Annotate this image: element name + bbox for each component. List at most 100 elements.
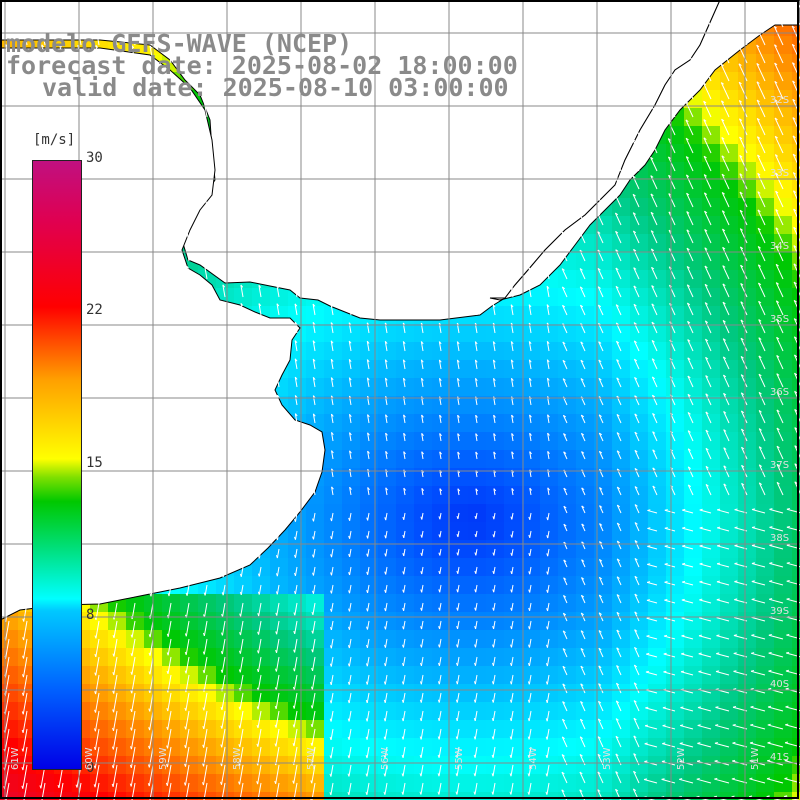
wind-arrow-head — [615, 230, 619, 234]
wind-arrow — [294, 395, 298, 406]
wind-arrow-head — [786, 508, 790, 510]
wind-arrow-head — [294, 554, 296, 558]
wind-arrow-head — [647, 545, 651, 547]
wind-arrow-head — [457, 451, 461, 455]
wind-arrow — [438, 212, 442, 226]
wind-arrow-head — [240, 430, 244, 434]
wind-arrow-head — [402, 120, 405, 124]
wind-arrow — [329, 83, 334, 100]
wind-arrow — [438, 231, 442, 244]
wind-arrow-head — [723, 465, 727, 468]
wind-arrow — [631, 120, 640, 136]
wind-speed-cell — [486, 504, 505, 523]
wind-speed-cell — [396, 378, 415, 397]
wind-speed-cell — [792, 522, 800, 541]
wind-arrow-head — [348, 285, 352, 289]
wind-arrow — [131, 82, 136, 100]
wind-arrow — [633, 304, 640, 316]
wind-speed-cell — [522, 774, 541, 793]
wind-arrow — [631, 65, 640, 82]
wind-speed-cell — [198, 630, 217, 649]
wind-arrow — [95, 63, 100, 82]
wind-arrow — [438, 304, 442, 316]
wind-arrow-head — [456, 267, 460, 271]
wind-arrow-head — [222, 430, 226, 434]
wind-speed-cell — [756, 504, 775, 523]
wind-arrow-head — [510, 534, 513, 538]
wind-speed-cell — [612, 396, 631, 415]
wind-speed-cell — [630, 504, 649, 523]
wind-speed-cell — [666, 522, 685, 541]
wind-arrow-head — [720, 63, 724, 67]
wind-arrow — [384, 194, 388, 208]
wind-speed-cell — [18, 792, 37, 800]
wind-arrow-head — [257, 64, 261, 68]
wind-arrow-head — [649, 10, 653, 13]
wind-arrow-head — [203, 556, 206, 560]
wind-speed-cell — [684, 774, 703, 793]
wind-speed-cell — [720, 504, 739, 523]
wind-speed-cell — [414, 450, 433, 469]
wind-arrow — [716, 545, 730, 550]
wind-speed-cell — [576, 504, 595, 523]
wind-speed-cell — [756, 54, 775, 73]
wind-arrow — [758, 301, 766, 316]
wind-speed-cell — [486, 774, 505, 793]
wind-arrow — [562, 305, 568, 316]
wind-arrow — [527, 65, 532, 82]
wind-arrow-head — [578, 102, 582, 106]
wind-speed-cell — [756, 432, 775, 451]
wind-speed-cell — [342, 432, 361, 451]
wind-speed-cell — [270, 558, 289, 577]
wind-arrow-head — [239, 46, 243, 50]
wind-arrow — [650, 230, 658, 244]
wind-arrow-head — [664, 545, 668, 547]
wind-arrow — [349, 512, 352, 521]
wind-speed-cell — [396, 666, 415, 685]
wind-arrow-head — [348, 359, 352, 363]
wind-arrow — [275, 120, 280, 136]
wind-arrow — [384, 138, 388, 154]
wind-arrow — [240, 358, 244, 370]
wind-arrow-head — [276, 174, 279, 178]
wind-speed-cell — [558, 504, 577, 523]
wind-speed-cell — [594, 450, 613, 469]
wind-arrow-head — [366, 157, 369, 161]
wind-arrow — [132, 320, 136, 334]
wind-speed-cell — [576, 468, 595, 487]
wind-arrow-head — [634, 540, 638, 543]
wind-arrow — [383, 46, 388, 64]
wind-arrow-head — [24, 427, 27, 431]
wind-arrow-head — [295, 467, 298, 471]
wind-arrow-head — [222, 339, 226, 343]
wind-arrow — [294, 230, 298, 244]
wind-arrow-head — [385, 487, 388, 491]
wind-arrow — [239, 64, 244, 82]
wind-arrow-head — [6, 336, 9, 340]
wind-arrow-head — [686, 266, 690, 269]
wind-arrow — [366, 377, 370, 388]
wind-arrow-head — [185, 27, 189, 31]
wind-arrow-head — [132, 191, 135, 195]
wind-arrow — [329, 101, 334, 118]
wind-arrow — [204, 430, 208, 442]
wind-arrow-head — [240, 266, 244, 270]
wind-arrow-head — [275, 536, 278, 541]
wind-arrow-head — [757, 191, 761, 194]
wind-arrow-head — [330, 536, 333, 540]
wind-arrow-head — [95, 100, 99, 103]
wind-arrow-head — [114, 264, 117, 268]
wind-arrow-head — [204, 411, 208, 415]
wind-arrow-head — [634, 377, 638, 380]
wind-arrow-head — [294, 138, 297, 142]
wind-speed-cell — [306, 306, 325, 325]
wind-arrow-head — [132, 447, 136, 451]
wind-arrow-head — [651, 266, 655, 270]
wind-speed-cell — [738, 558, 757, 577]
wind-speed-cell — [756, 558, 775, 577]
wind-speed-cell — [486, 720, 505, 739]
wind-arrow — [492, 267, 496, 280]
wind-speed-cell — [450, 738, 469, 757]
wind-arrow-head — [222, 174, 225, 178]
